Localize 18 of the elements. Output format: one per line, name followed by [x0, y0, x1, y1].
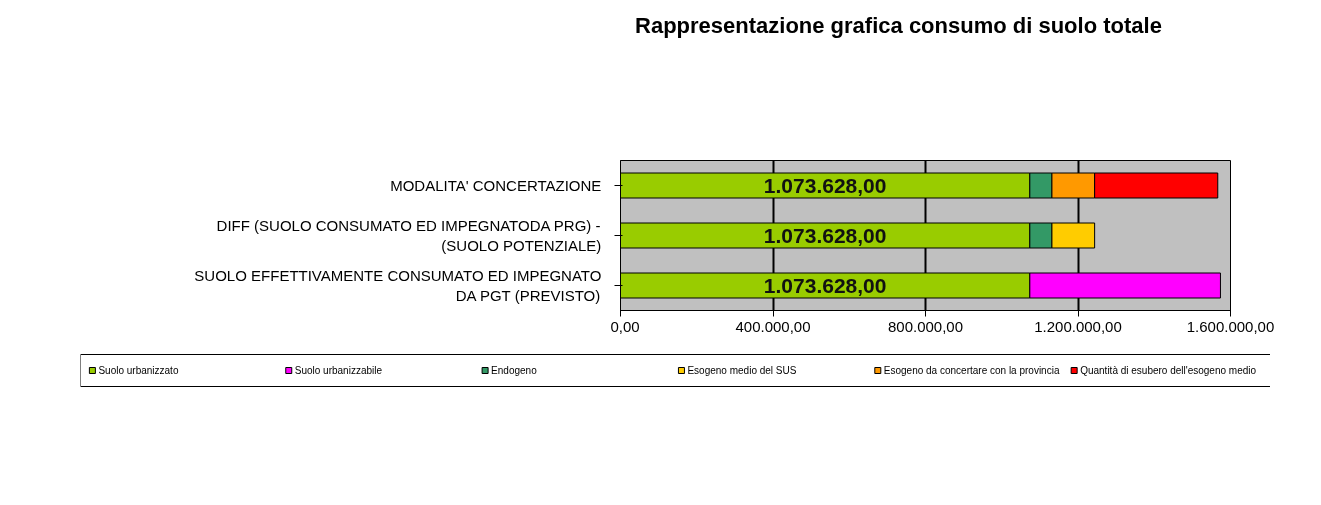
y-tick-label: SUOLO EFFETTIVAMENTE CONSUMATO ED IMPEGNATO DA PGT (PREVISTO) [194, 266, 602, 305]
legend-label: Suolo urbanizzabile [294, 365, 383, 376]
data-label: 1.073.628,00 [763, 173, 887, 197]
x-tick-label: 800.000,00 [887, 317, 964, 335]
x-tick-label: 400.000,00 [735, 317, 811, 335]
data-label: 1.073.628,00 [763, 273, 887, 297]
y-tick-label: DIFF (SUOLO CONSUMATO ED IMPEGNATODA PRG) - (SUOLO POTENZIALE) [216, 216, 602, 255]
legend-label: Esogeno da concertare con la provincia [883, 365, 1060, 376]
chart-title: Rappresentazione grafica consumo di suolo totale [635, 13, 1162, 38]
y-tick-label: MODALITA' CONCERTAZIONE [390, 177, 602, 194]
x-tick-label: 1.600.000,00 [1186, 317, 1275, 335]
x-tick-label: 0,00 [610, 317, 640, 335]
x-tick-label: 1.200.000,00 [1034, 317, 1122, 335]
legend-label: Suolo urbanizzato [98, 365, 179, 376]
legend-label: Endogeno [491, 365, 538, 376]
legend-label: Quantità di esubero dell'esogeno medio [1080, 365, 1257, 376]
legend-label: Esogeno medio del SUS [687, 365, 797, 376]
data-label: 1.073.628,00 [763, 223, 887, 247]
